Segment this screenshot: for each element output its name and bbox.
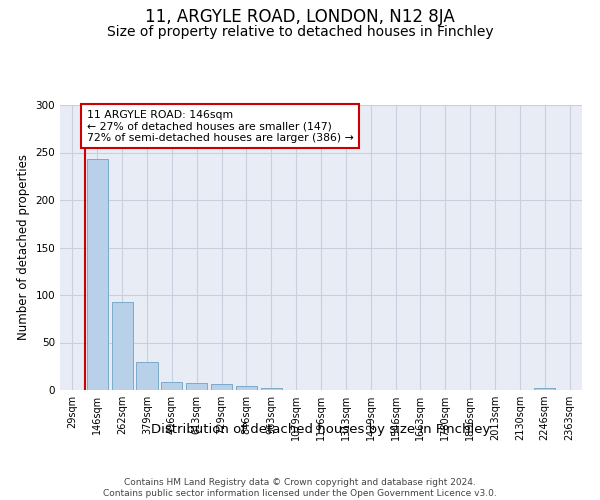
- Text: Contains HM Land Registry data © Crown copyright and database right 2024.
Contai: Contains HM Land Registry data © Crown c…: [103, 478, 497, 498]
- Bar: [261, 388, 282, 390]
- Text: 11, ARGYLE ROAD, LONDON, N12 8JA: 11, ARGYLE ROAD, LONDON, N12 8JA: [145, 8, 455, 26]
- Bar: [211, 384, 232, 390]
- Bar: [112, 302, 133, 390]
- Bar: [87, 159, 108, 390]
- Bar: [186, 384, 207, 390]
- Bar: [136, 362, 158, 390]
- Text: Distribution of detached houses by size in Finchley: Distribution of detached houses by size …: [151, 422, 491, 436]
- Bar: [161, 382, 182, 390]
- Text: Size of property relative to detached houses in Finchley: Size of property relative to detached ho…: [107, 25, 493, 39]
- Bar: [534, 388, 555, 390]
- Y-axis label: Number of detached properties: Number of detached properties: [17, 154, 30, 340]
- Text: 11 ARGYLE ROAD: 146sqm
← 27% of detached houses are smaller (147)
72% of semi-de: 11 ARGYLE ROAD: 146sqm ← 27% of detached…: [87, 110, 353, 143]
- Bar: [236, 386, 257, 390]
